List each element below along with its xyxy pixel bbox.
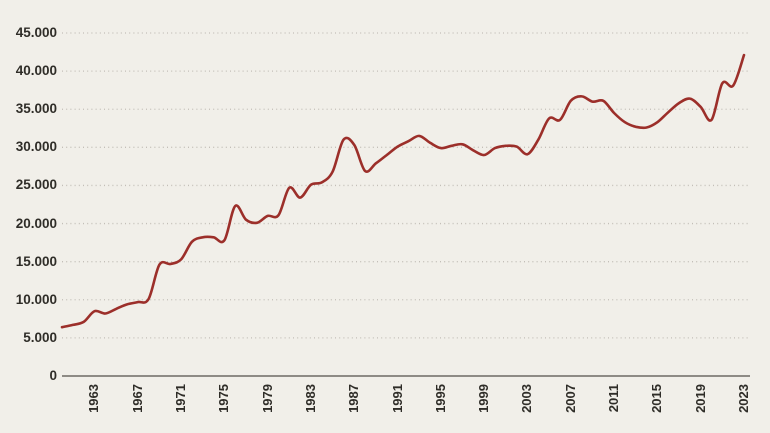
x-axis-label: 2007 — [562, 384, 578, 413]
y-axis-label: 0 — [49, 368, 57, 383]
x-axis-label: 2019 — [692, 384, 708, 413]
data-line — [60, 53, 746, 329]
x-axis-label: 1987 — [346, 384, 362, 413]
y-axis-label: 30.000 — [15, 139, 57, 155]
x-axis-label: 2003 — [519, 384, 535, 413]
x-axis-label: 1975 — [216, 384, 232, 413]
y-axis-label: 5.000 — [23, 329, 57, 345]
y-axis-label: 25.000 — [15, 177, 57, 193]
x-axis-label: 1963 — [86, 384, 102, 413]
x-axis-label: 1983 — [302, 384, 318, 413]
x-axis-label: 2011 — [606, 384, 622, 413]
y-axis-label: 35.000 — [15, 101, 57, 117]
x-axis-label: 1995 — [432, 384, 448, 413]
y-axis-label: 10.000 — [15, 291, 57, 307]
y-axis-label: 15.000 — [15, 253, 57, 269]
y-axis-label: 40.000 — [15, 63, 57, 79]
x-axis-label: 1971 — [173, 384, 189, 413]
x-axis-label: 2023 — [736, 384, 751, 413]
y-axis-label: 20.000 — [15, 215, 57, 231]
x-axis-label: 1967 — [129, 384, 145, 413]
y-axis-label: 45.000 — [15, 25, 57, 40]
x-axis-label: 2015 — [649, 384, 665, 413]
x-axis-label: 1999 — [476, 384, 492, 413]
x-axis-label: 1979 — [259, 384, 275, 413]
x-axis-label: 1991 — [389, 384, 405, 413]
